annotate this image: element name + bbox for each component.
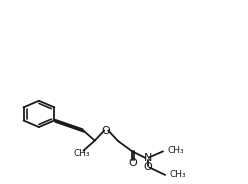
Text: CH₃: CH₃ — [74, 149, 91, 158]
Text: CH₃: CH₃ — [167, 146, 184, 155]
Text: O: O — [102, 125, 111, 136]
Text: CH₃: CH₃ — [170, 170, 186, 179]
Text: O: O — [143, 162, 152, 172]
Text: O: O — [128, 158, 137, 168]
Text: N: N — [143, 153, 152, 163]
